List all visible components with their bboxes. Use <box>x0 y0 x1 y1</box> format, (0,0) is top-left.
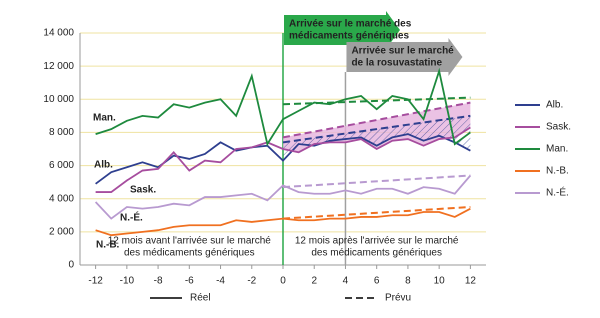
event-arrow <box>346 38 463 76</box>
legend-label: N.-B. <box>546 166 569 177</box>
event-label: Arrivée sur le marché <box>351 46 454 57</box>
series-label: N.-É. <box>120 211 143 224</box>
y-tick-label: 8 000 <box>49 127 74 138</box>
series-line <box>95 126 471 193</box>
legend-label: Alb. <box>546 100 563 111</box>
legend-label: N.-É. <box>546 186 569 199</box>
y-tick-label: 0 <box>68 260 74 271</box>
series-label: Sask. <box>130 185 156 196</box>
x-tick-label: 12 <box>465 276 477 287</box>
x-tick-label: -10 <box>120 276 135 287</box>
forecast-line <box>282 206 471 220</box>
y-tick-label: 10 000 <box>43 94 74 105</box>
event-label: médicaments génériques <box>289 31 409 42</box>
style-legend-label: Réel <box>190 293 211 304</box>
y-tick-label: 4 000 <box>49 193 74 204</box>
x-tick-label: -6 <box>185 276 194 287</box>
x-tick-label: 4 <box>343 276 349 287</box>
series-label: Man. <box>93 113 116 124</box>
legend-label: Sask. <box>546 122 571 133</box>
event-label: Arrivée sur le marché des <box>289 19 412 30</box>
series-label: N.-B. <box>96 240 120 251</box>
gap-shading <box>283 115 471 161</box>
period-label: des médicaments génériques <box>124 248 255 259</box>
period-label: 12 mois avant l'arrivée sur le marché <box>108 236 272 247</box>
x-tick-label: 2 <box>311 276 317 287</box>
y-tick-label: 2 000 <box>49 226 74 237</box>
y-tick-label: 6 000 <box>49 160 74 171</box>
y-tick-label: 12 000 <box>43 61 74 72</box>
series-label: Alb. <box>94 160 113 171</box>
forecast-line <box>282 96 471 106</box>
forecast-line <box>282 174 471 189</box>
x-tick-label: -4 <box>216 276 225 287</box>
event-label: de la rosuvastatine <box>351 58 442 69</box>
forecast-line <box>282 114 471 144</box>
x-tick-label: 0 <box>280 276 286 287</box>
x-tick-label: -8 <box>154 276 163 287</box>
series-line <box>95 133 471 185</box>
x-tick-label: 8 <box>405 276 411 287</box>
x-tick-label: -2 <box>247 276 256 287</box>
period-label: des médicaments génériques <box>311 248 442 259</box>
style-legend-label: Prévu <box>385 293 411 304</box>
x-tick-label: 6 <box>374 276 380 287</box>
event-arrow <box>284 11 400 49</box>
period-label: 12 mois après l'arrivée sur le marché <box>295 236 459 247</box>
forecast-line <box>282 101 471 139</box>
y-tick-label: 14 000 <box>43 28 74 39</box>
x-tick-label: -12 <box>88 276 103 287</box>
series-line <box>94 174 472 220</box>
legend-label: Man. <box>546 144 568 155</box>
x-tick-label: 10 <box>434 276 446 287</box>
